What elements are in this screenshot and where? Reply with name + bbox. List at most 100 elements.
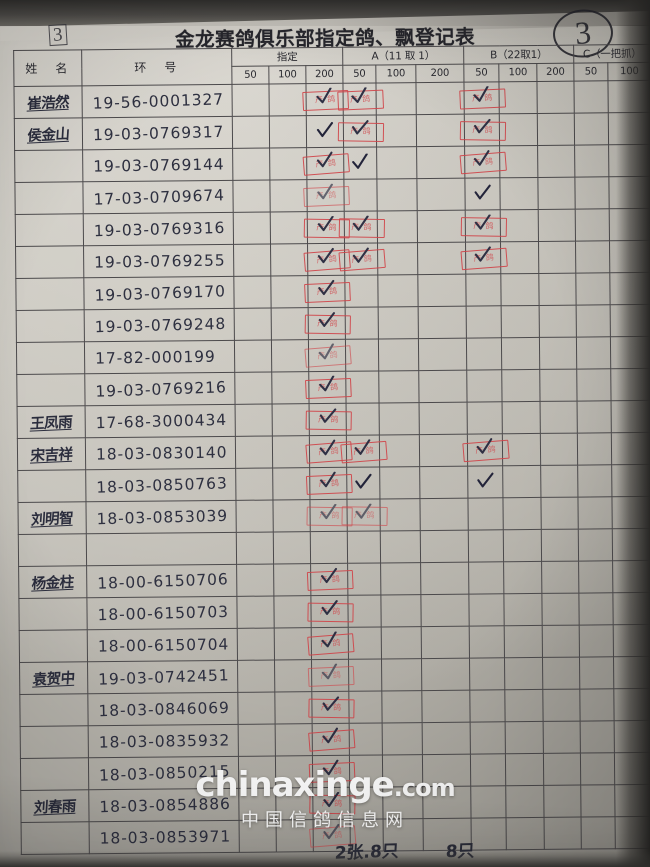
cell-mark[interactable] bbox=[378, 370, 420, 403]
cell-mark[interactable]: 产 鸽 bbox=[308, 691, 355, 724]
cell-mark[interactable]: 产 鸽 bbox=[307, 627, 355, 660]
cell-mark[interactable] bbox=[501, 305, 540, 338]
table-row[interactable]: 18-03-0835932 产 鸽 bbox=[20, 720, 650, 759]
cell-mark[interactable] bbox=[234, 308, 272, 341]
cell-mark[interactable] bbox=[422, 786, 472, 819]
cell-ring-number[interactable]: 18-00-6150703 bbox=[86, 596, 238, 630]
cell-mark[interactable] bbox=[470, 785, 507, 819]
cell-mark[interactable] bbox=[610, 368, 650, 401]
cell-mark[interactable] bbox=[349, 786, 384, 820]
cell-mark[interactable] bbox=[578, 592, 614, 626]
cell-mark[interactable] bbox=[418, 370, 468, 403]
cell-mark[interactable] bbox=[231, 84, 270, 117]
cell-mark[interactable] bbox=[420, 562, 469, 595]
cell-mark[interactable]: 产 鸽 bbox=[303, 211, 351, 244]
cell-mark[interactable] bbox=[468, 593, 505, 627]
cell-mark[interactable] bbox=[235, 436, 273, 469]
cell-mark[interactable] bbox=[236, 532, 274, 565]
cell-mark[interactable] bbox=[541, 561, 579, 594]
cell-mark[interactable] bbox=[272, 403, 310, 437]
cell-mark[interactable] bbox=[275, 755, 313, 788]
cell-ring-number[interactable]: 19-03-0769317 bbox=[82, 116, 233, 150]
cell-mark[interactable] bbox=[272, 499, 311, 533]
cell-mark[interactable] bbox=[269, 115, 307, 149]
cell-mark[interactable] bbox=[538, 273, 577, 306]
cell-mark[interactable] bbox=[344, 274, 379, 308]
cell-mark[interactable] bbox=[347, 594, 382, 628]
cell-mark[interactable] bbox=[343, 178, 378, 212]
cell-ring-number[interactable]: 18-03-0846069 bbox=[87, 692, 239, 726]
cell-mark[interactable] bbox=[274, 659, 312, 692]
cell-mark[interactable] bbox=[238, 723, 276, 757]
cell-mark[interactable] bbox=[614, 752, 650, 785]
cell-ring-number[interactable]: 19-03-0769216 bbox=[84, 372, 236, 406]
cell-mark[interactable] bbox=[237, 628, 275, 661]
cell-mark[interactable] bbox=[465, 273, 502, 307]
cell-mark[interactable] bbox=[377, 242, 418, 275]
cell-mark[interactable] bbox=[377, 210, 418, 243]
cell-name[interactable] bbox=[20, 757, 89, 791]
cell-mark[interactable] bbox=[612, 528, 650, 561]
cell-mark[interactable] bbox=[239, 819, 277, 853]
cell-mark[interactable] bbox=[349, 722, 383, 756]
cell-mark[interactable] bbox=[234, 340, 272, 373]
cell-mark[interactable] bbox=[348, 626, 382, 660]
cell-mark[interactable] bbox=[233, 212, 271, 245]
cell-mark[interactable] bbox=[541, 529, 579, 562]
cell-mark[interactable] bbox=[578, 560, 613, 594]
cell-mark[interactable] bbox=[608, 112, 650, 145]
cell-mark[interactable] bbox=[310, 531, 348, 564]
cell-mark[interactable] bbox=[576, 368, 612, 402]
cell-mark[interactable]: 产 鸽 bbox=[303, 243, 351, 276]
cell-mark[interactable] bbox=[503, 561, 542, 594]
table-row[interactable]: 17-03-0709674 产 鸽 bbox=[14, 176, 650, 215]
cell-mark[interactable] bbox=[613, 656, 650, 689]
cell-name[interactable]: 侯金山 bbox=[14, 117, 83, 151]
cell-mark[interactable] bbox=[610, 336, 650, 369]
cell-mark[interactable] bbox=[575, 240, 610, 274]
cell-mark[interactable] bbox=[502, 401, 541, 434]
cell-mark[interactable] bbox=[542, 625, 580, 658]
cell-mark[interactable]: 产 鸽 bbox=[308, 723, 356, 756]
cell-mark[interactable] bbox=[233, 244, 271, 277]
cell-name[interactable] bbox=[14, 181, 84, 215]
table-row[interactable]: 19-03-0769248 产 鸽 bbox=[16, 304, 650, 343]
cell-mark[interactable] bbox=[577, 432, 612, 466]
table-row[interactable]: 19-03-0769316 产 鸽产 鸽产 鸽 bbox=[15, 208, 650, 247]
cell-ring-number[interactable]: 18-03-0830140 bbox=[85, 436, 236, 470]
cell-mark[interactable] bbox=[306, 115, 344, 148]
cell-mark[interactable] bbox=[418, 306, 467, 339]
table-row[interactable]: 18-03-0846069 产 鸽 bbox=[19, 688, 650, 727]
cell-mark[interactable]: 产 鸽 bbox=[302, 83, 350, 116]
cell-mark[interactable] bbox=[576, 336, 611, 370]
cell-mark[interactable]: 产 鸽 bbox=[341, 498, 388, 532]
cell-mark[interactable] bbox=[416, 114, 465, 147]
cell-mark[interactable] bbox=[232, 148, 270, 181]
cell-mark[interactable] bbox=[376, 114, 417, 147]
cell-mark[interactable] bbox=[609, 240, 650, 273]
cell-mark[interactable] bbox=[576, 304, 611, 338]
cell-name[interactable]: 袁贺中 bbox=[19, 661, 88, 695]
cell-mark[interactable] bbox=[608, 144, 650, 177]
cell-mark[interactable] bbox=[422, 754, 471, 787]
cell-mark[interactable] bbox=[275, 787, 314, 820]
table-row[interactable]: 18-03-0850763 产 鸽 bbox=[17, 464, 650, 503]
cell-mark[interactable] bbox=[464, 177, 501, 211]
cell-name[interactable] bbox=[18, 533, 87, 567]
cell-mark[interactable] bbox=[345, 338, 379, 372]
cell-mark[interactable] bbox=[467, 465, 503, 499]
cell-ring-number[interactable]: 18-03-0850763 bbox=[85, 468, 236, 502]
cell-mark[interactable]: 产 鸽 bbox=[309, 819, 357, 852]
table-row[interactable]: 19-03-0769216 产 鸽 bbox=[16, 368, 650, 407]
cell-mark[interactable] bbox=[607, 80, 650, 113]
cell-mark[interactable] bbox=[498, 81, 538, 114]
cell-mark[interactable] bbox=[537, 177, 576, 210]
cell-ring-number[interactable]: 17-03-0709674 bbox=[82, 180, 234, 214]
cell-mark[interactable] bbox=[349, 754, 383, 788]
cell-mark[interactable]: 产 鸽 bbox=[337, 114, 385, 148]
table-row[interactable]: 18-03-0850215 产 鸽 bbox=[20, 752, 650, 791]
cell-mark[interactable] bbox=[234, 372, 273, 405]
cell-mark[interactable]: 产 鸽 bbox=[340, 434, 388, 468]
cell-mark[interactable] bbox=[382, 722, 423, 755]
cell-mark[interactable]: 产 鸽 bbox=[304, 339, 352, 372]
